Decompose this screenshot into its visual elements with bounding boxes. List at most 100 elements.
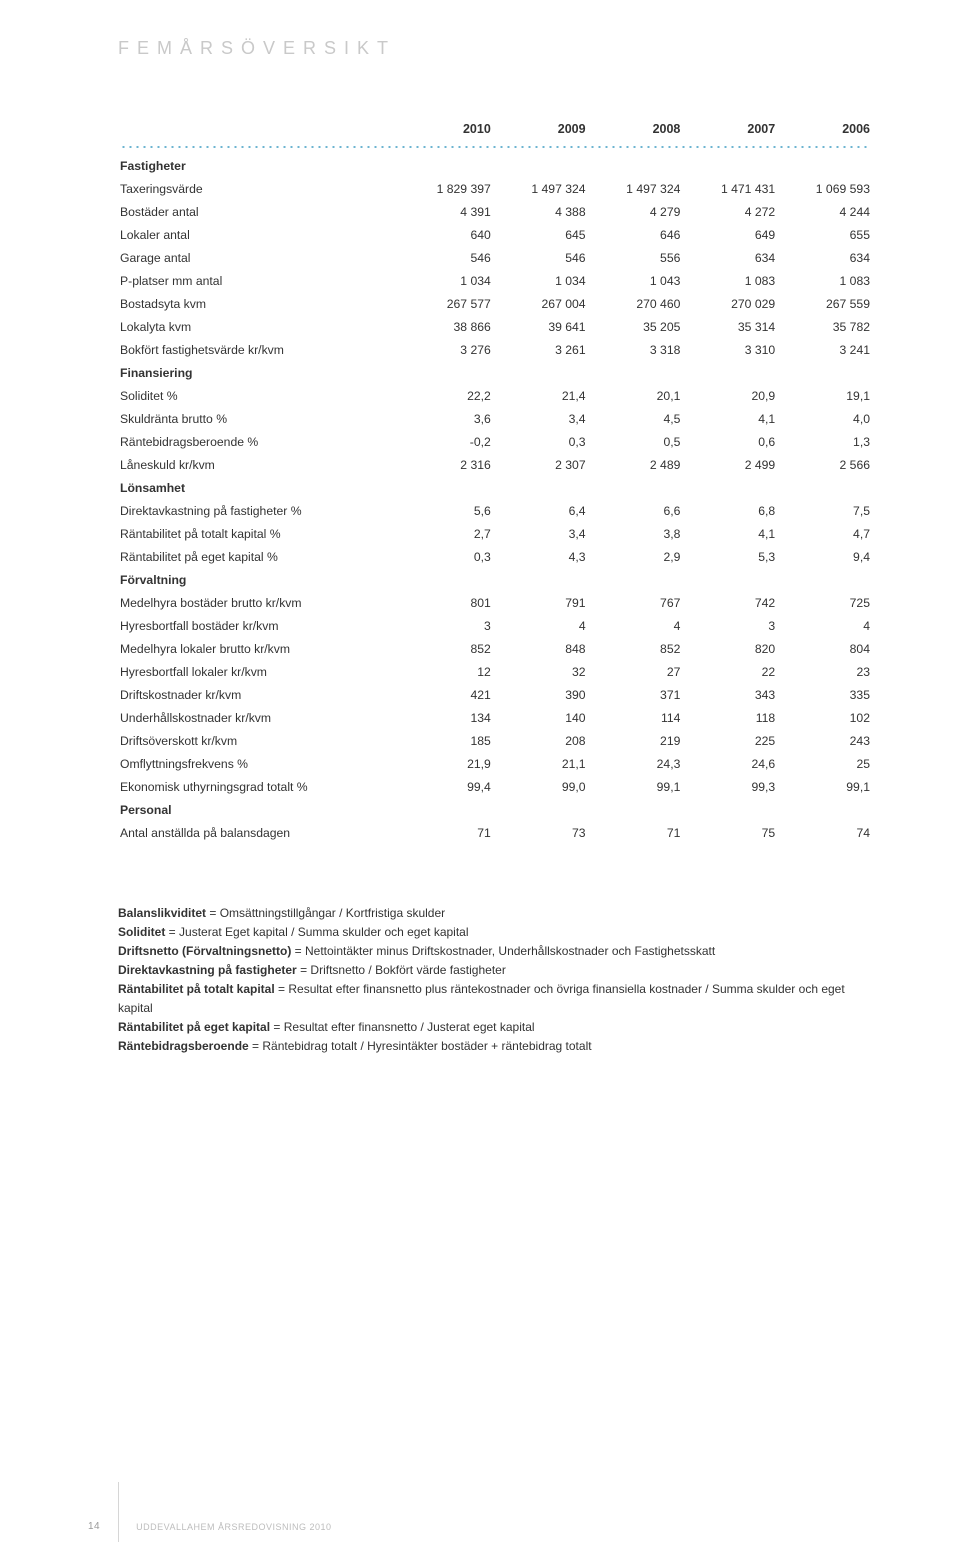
- row-value: 38 866: [398, 315, 493, 338]
- row-value: 1 497 324: [493, 177, 588, 200]
- row-value: 74: [777, 821, 872, 844]
- row-label: Garage antal: [118, 246, 398, 269]
- row-label: Bostäder antal: [118, 200, 398, 223]
- row-label: Soliditet %: [118, 384, 398, 407]
- row-value: 24,6: [682, 752, 777, 775]
- row-value: 3,4: [493, 522, 588, 545]
- row-value: 0,3: [493, 430, 588, 453]
- row-value: 99,1: [588, 775, 683, 798]
- row-value: 73: [493, 821, 588, 844]
- row-value: 25: [777, 752, 872, 775]
- row-label: Räntebidragsberoende %: [118, 430, 398, 453]
- row-value: 4 391: [398, 200, 493, 223]
- row-value: 421: [398, 683, 493, 706]
- definition-line: Räntebidragsberoende = Räntebidrag total…: [118, 1037, 872, 1056]
- row-value: 20,9: [682, 384, 777, 407]
- row-value: 5,3: [682, 545, 777, 568]
- row-value: 243: [777, 729, 872, 752]
- table-row: Hyresbortfall bostäder kr/kvm34434: [118, 614, 872, 637]
- row-label: Medelhyra bostäder brutto kr/kvm: [118, 591, 398, 614]
- row-value: 1 471 431: [682, 177, 777, 200]
- row-value: 3 241: [777, 338, 872, 361]
- row-value: 6,8: [682, 499, 777, 522]
- row-value: 655: [777, 223, 872, 246]
- row-value: 848: [493, 637, 588, 660]
- row-value: 1 497 324: [588, 177, 683, 200]
- row-value: 1 043: [588, 269, 683, 292]
- row-value: 742: [682, 591, 777, 614]
- table-row: Skuldränta brutto %3,63,44,54,14,0: [118, 407, 872, 430]
- row-value: 767: [588, 591, 683, 614]
- year-col: 2006: [777, 117, 872, 142]
- row-value: 39 641: [493, 315, 588, 338]
- row-label: Taxeringsvärde: [118, 177, 398, 200]
- table-row: Taxeringsvärde1 829 3971 497 3241 497 32…: [118, 177, 872, 200]
- row-value: 71: [588, 821, 683, 844]
- row-value: 2,7: [398, 522, 493, 545]
- row-value: 114: [588, 706, 683, 729]
- table-row: Räntebidragsberoende %-0,20,30,50,61,3: [118, 430, 872, 453]
- table-row: Driftskostnader kr/kvm421390371343335: [118, 683, 872, 706]
- table-row: Bostäder antal4 3914 3884 2794 2724 244: [118, 200, 872, 223]
- row-value: 634: [777, 246, 872, 269]
- row-value: 1 034: [398, 269, 493, 292]
- row-value: 99,3: [682, 775, 777, 798]
- row-value: 0,5: [588, 430, 683, 453]
- row-value: 1,3: [777, 430, 872, 453]
- row-value: 21,4: [493, 384, 588, 407]
- row-value: 820: [682, 637, 777, 660]
- row-value: 5,6: [398, 499, 493, 522]
- row-value: 791: [493, 591, 588, 614]
- row-value: 99,4: [398, 775, 493, 798]
- row-label: Skuldränta brutto %: [118, 407, 398, 430]
- table-row: Bostadsyta kvm267 577267 004270 460270 0…: [118, 292, 872, 315]
- row-value: 1 083: [682, 269, 777, 292]
- row-value: 270 460: [588, 292, 683, 315]
- definition-line: Soliditet = Justerat Eget kapital / Summ…: [118, 923, 872, 942]
- section-header: Personal: [118, 798, 872, 821]
- row-value: 6,6: [588, 499, 683, 522]
- table-row: Medelhyra lokaler brutto kr/kvm852848852…: [118, 637, 872, 660]
- table-row: Låneskuld kr/kvm2 3162 3072 4892 4992 56…: [118, 453, 872, 476]
- definition-line: Räntabilitet på totalt kapital = Resulta…: [118, 980, 872, 1018]
- row-value: 3 318: [588, 338, 683, 361]
- definitions-block: Balanslikviditet = Omsättningstillgångar…: [118, 904, 872, 1056]
- table-row: Underhållskostnader kr/kvm13414011411810…: [118, 706, 872, 729]
- row-value: 99,1: [777, 775, 872, 798]
- row-value: 9,4: [777, 545, 872, 568]
- row-label: Räntabilitet på eget kapital %: [118, 545, 398, 568]
- row-label: Lokalyta kvm: [118, 315, 398, 338]
- row-value: 4: [588, 614, 683, 637]
- row-value: 371: [588, 683, 683, 706]
- definition-line: Räntabilitet på eget kapital = Resultat …: [118, 1018, 872, 1037]
- row-value: 219: [588, 729, 683, 752]
- row-value: 267 577: [398, 292, 493, 315]
- row-label: Medelhyra lokaler brutto kr/kvm: [118, 637, 398, 660]
- row-label: Bostadsyta kvm: [118, 292, 398, 315]
- table-row: Medelhyra bostäder brutto kr/kvm80179176…: [118, 591, 872, 614]
- year-col: 2009: [493, 117, 588, 142]
- row-value: 35 782: [777, 315, 872, 338]
- row-value: 1 083: [777, 269, 872, 292]
- row-value: 343: [682, 683, 777, 706]
- row-value: 23: [777, 660, 872, 683]
- row-value: 4 272: [682, 200, 777, 223]
- row-value: 3: [682, 614, 777, 637]
- row-value: 1 034: [493, 269, 588, 292]
- row-value: 3,8: [588, 522, 683, 545]
- row-value: 1 829 397: [398, 177, 493, 200]
- row-value: 99,0: [493, 775, 588, 798]
- row-value: 19,1: [777, 384, 872, 407]
- row-value: 335: [777, 683, 872, 706]
- row-value: 2 307: [493, 453, 588, 476]
- row-value: 3,6: [398, 407, 493, 430]
- row-value: 0,3: [398, 545, 493, 568]
- year-col: 2010: [398, 117, 493, 142]
- table-row: Lokalyta kvm38 86639 64135 20535 31435 7…: [118, 315, 872, 338]
- row-value: 645: [493, 223, 588, 246]
- row-value: 640: [398, 223, 493, 246]
- row-value: 267 559: [777, 292, 872, 315]
- row-value: 556: [588, 246, 683, 269]
- row-label: Direktavkastning på fastigheter %: [118, 499, 398, 522]
- row-value: 12: [398, 660, 493, 683]
